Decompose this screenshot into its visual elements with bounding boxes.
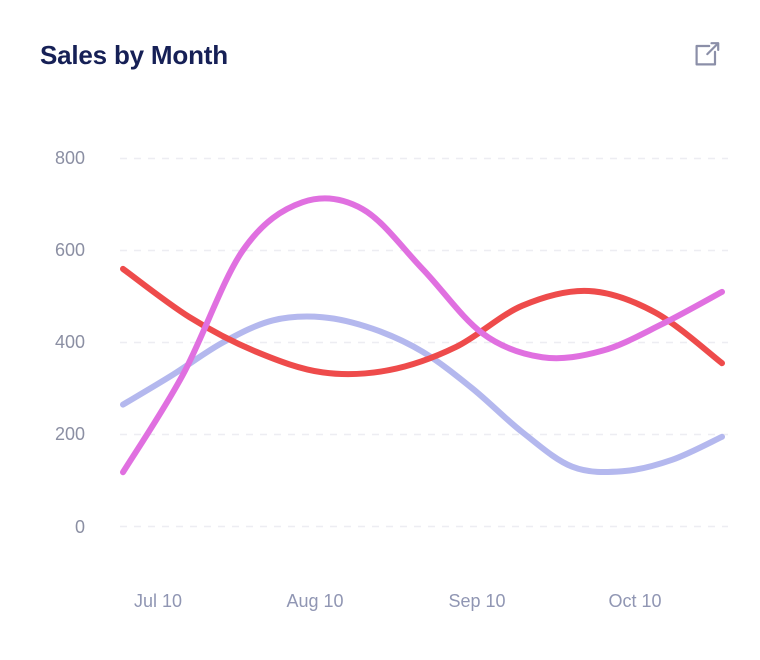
external-link-icon xyxy=(692,39,722,72)
y-tick-label-600: 600 xyxy=(55,240,85,260)
series-line-2 xyxy=(120,195,725,476)
x-tick-label-aug: Aug 10 xyxy=(286,591,343,611)
x-axis-tick-labels: Jul 10 Aug 10 Sep 10 Oct 10 xyxy=(134,591,662,611)
expand-chart-button[interactable] xyxy=(684,32,730,78)
y-tick-label-0: 0 xyxy=(75,517,85,537)
chart-series-group xyxy=(120,195,725,476)
series-line-1 xyxy=(120,265,725,378)
y-axis-tick-labels: 800 600 400 200 0 xyxy=(55,148,85,537)
y-tick-label-400: 400 xyxy=(55,332,85,352)
y-tick-label-200: 200 xyxy=(55,424,85,444)
y-tick-label-800: 800 xyxy=(55,148,85,168)
page-title: Sales by Month xyxy=(40,40,228,70)
series-line-3 xyxy=(120,313,725,476)
x-tick-label-sep: Sep 10 xyxy=(448,591,505,611)
x-tick-label-jul: Jul 10 xyxy=(134,591,182,611)
x-tick-label-oct: Oct 10 xyxy=(608,591,661,611)
card-header: Sales by Month xyxy=(40,38,724,86)
